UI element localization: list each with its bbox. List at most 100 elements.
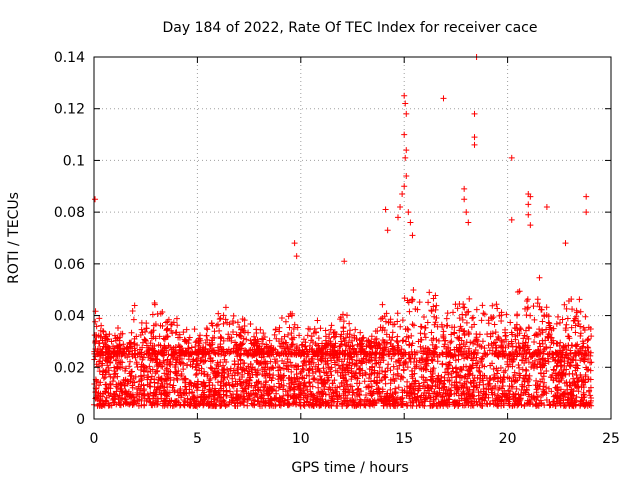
data-point xyxy=(514,312,521,319)
data-point xyxy=(159,363,166,370)
data-point xyxy=(480,377,487,384)
data-point xyxy=(136,346,143,353)
data-point xyxy=(536,351,543,358)
data-point xyxy=(570,353,577,360)
data-point xyxy=(161,349,168,356)
data-point xyxy=(467,339,474,346)
data-point xyxy=(394,333,401,340)
data-point xyxy=(254,336,261,343)
data-point xyxy=(300,336,307,343)
data-point xyxy=(240,402,247,409)
data-point xyxy=(314,317,321,324)
data-point xyxy=(130,316,137,323)
data-point xyxy=(405,389,412,396)
data-point xyxy=(460,384,467,391)
data-point xyxy=(269,364,276,371)
data-point xyxy=(471,398,478,405)
data-point xyxy=(420,313,427,320)
data-point xyxy=(149,311,156,318)
data-point xyxy=(108,338,115,345)
data-point xyxy=(121,382,128,389)
data-point xyxy=(328,357,335,364)
data-point xyxy=(580,343,587,350)
data-point xyxy=(543,203,550,210)
data-point xyxy=(553,363,560,370)
data-point xyxy=(459,311,466,318)
data-point xyxy=(400,337,407,344)
data-point xyxy=(365,375,372,382)
data-point xyxy=(330,343,337,350)
data-point xyxy=(464,354,471,361)
data-point xyxy=(421,403,428,410)
data-point xyxy=(192,382,199,389)
data-point xyxy=(264,360,271,367)
data-point xyxy=(353,402,360,409)
data-point xyxy=(250,396,257,403)
data-point xyxy=(421,330,428,337)
data-point xyxy=(540,370,547,377)
data-point xyxy=(406,351,413,358)
data-point xyxy=(254,367,261,374)
data-point xyxy=(430,295,437,302)
data-point xyxy=(202,395,209,402)
data-point xyxy=(552,402,559,409)
data-point xyxy=(391,377,398,384)
data-point xyxy=(560,397,567,404)
data-point xyxy=(214,395,221,402)
data-point xyxy=(383,339,390,346)
data-point xyxy=(92,389,99,396)
data-point xyxy=(301,402,308,409)
data-point xyxy=(140,387,147,394)
data-point xyxy=(332,361,339,368)
data-point xyxy=(222,304,229,311)
data-point xyxy=(559,354,566,361)
data-point xyxy=(344,330,351,337)
data-point xyxy=(411,370,418,377)
data-point xyxy=(461,381,468,388)
data-point xyxy=(152,351,159,358)
data-point xyxy=(138,351,145,358)
data-point xyxy=(516,350,523,357)
data-point xyxy=(275,338,282,345)
data-point xyxy=(346,362,353,369)
data-point xyxy=(431,351,438,358)
data-point xyxy=(474,341,481,348)
data-point xyxy=(436,379,443,386)
tick-layer: 0 5 10 15 20 25 0 0.02 0.04 0.06 0.08 0.1 0.12 0.14 xyxy=(54,50,620,447)
data-point xyxy=(251,333,258,340)
data-point xyxy=(350,345,357,352)
data-point xyxy=(511,401,518,408)
data-point xyxy=(536,326,543,333)
data-point xyxy=(276,324,283,331)
data-point xyxy=(422,334,429,341)
data-point xyxy=(442,351,449,358)
data-point xyxy=(203,325,210,332)
data-point xyxy=(96,315,103,322)
data-point xyxy=(465,371,472,378)
data-point xyxy=(303,383,310,390)
data-point xyxy=(456,301,463,308)
data-point xyxy=(138,326,145,333)
data-point xyxy=(103,357,110,364)
data-point xyxy=(455,347,462,354)
data-point xyxy=(525,382,532,389)
data-point xyxy=(388,355,395,362)
data-point xyxy=(142,338,149,345)
data-point xyxy=(155,363,162,370)
data-point xyxy=(304,386,311,393)
data-point xyxy=(154,401,161,408)
data-point xyxy=(311,351,318,358)
data-point xyxy=(368,356,375,363)
data-point xyxy=(124,392,131,399)
data-point xyxy=(564,360,571,367)
data-point xyxy=(396,357,403,364)
data-point xyxy=(376,341,383,348)
data-point xyxy=(340,386,347,393)
data-point xyxy=(350,398,357,405)
data-point xyxy=(204,336,211,343)
data-point xyxy=(516,395,523,402)
data-point xyxy=(98,322,105,329)
data-point xyxy=(127,378,134,385)
data-point xyxy=(471,321,478,328)
data-point xyxy=(524,296,531,303)
